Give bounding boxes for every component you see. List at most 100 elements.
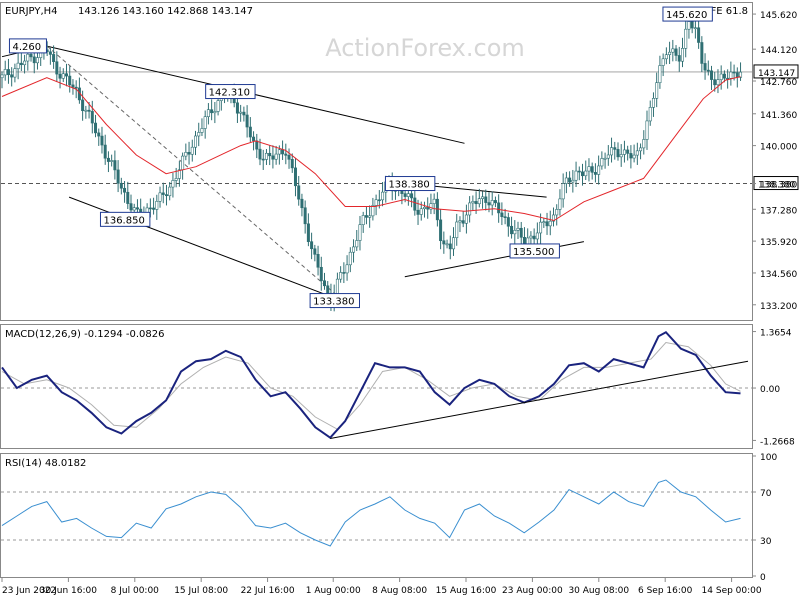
price-level-label-box xyxy=(662,6,713,22)
candle-body xyxy=(261,158,265,161)
candle-body xyxy=(548,220,552,227)
price-level-label-box xyxy=(384,176,436,192)
price-y-tick-label: 144.120 xyxy=(760,46,797,56)
rsi-y-tick-label: 100 xyxy=(760,453,777,463)
candle-body xyxy=(274,153,278,160)
candle-body xyxy=(206,109,210,117)
candle-body xyxy=(155,201,159,210)
watermark: ActionForex.com xyxy=(325,34,525,62)
candle-body xyxy=(584,170,588,177)
candle-body xyxy=(587,166,591,172)
candle-body xyxy=(377,199,381,202)
candle-body xyxy=(74,86,78,89)
candle-body xyxy=(577,170,581,173)
candle-body xyxy=(432,198,436,204)
candle-body xyxy=(342,272,346,274)
candle-body xyxy=(126,191,130,204)
candle-body xyxy=(190,146,194,155)
candle-body xyxy=(626,149,630,154)
candle-body xyxy=(680,48,684,62)
candle-body xyxy=(571,179,575,183)
candle-body xyxy=(348,251,352,266)
candle-body xyxy=(161,192,165,195)
candle-body xyxy=(10,74,14,78)
macd-y-tick-label: -1.2668 xyxy=(760,437,795,447)
candle-body xyxy=(68,75,72,86)
candle-body xyxy=(355,240,359,248)
candle-body xyxy=(664,54,668,60)
x-tick-label: 8 Jul 00:00 xyxy=(111,586,160,596)
candle-body xyxy=(581,171,585,177)
candle-body xyxy=(197,132,201,137)
candle-body xyxy=(148,207,152,210)
candle-body xyxy=(110,160,114,162)
candle-body xyxy=(613,147,617,150)
candle-body xyxy=(713,79,717,86)
candle-body xyxy=(452,237,456,250)
x-tick-label: 23 Jun 2022 xyxy=(2,586,56,596)
candle-body xyxy=(732,71,736,74)
candle-body xyxy=(181,155,185,171)
candle-body xyxy=(545,221,549,227)
candle-body xyxy=(429,203,433,210)
candle-body xyxy=(422,206,426,210)
price-level-label-box xyxy=(205,84,256,100)
candle-body xyxy=(619,154,623,158)
candle-body xyxy=(687,21,691,30)
macd-y-tick-label: 1.3654 xyxy=(760,329,792,339)
price-y-tick-label: 137.280 xyxy=(760,206,797,216)
candle-body xyxy=(216,100,220,112)
rsi-line xyxy=(1,479,741,547)
candle-body xyxy=(87,109,91,112)
price-level-label-box xyxy=(509,243,560,259)
candle-body xyxy=(490,200,494,206)
candle-body xyxy=(597,165,601,175)
rsi-panel-title: RSI(14) 48.0182 xyxy=(5,458,86,469)
candle-body xyxy=(716,79,720,86)
candle-body xyxy=(497,202,501,214)
x-tick-label: 14 Sep 00:00 xyxy=(702,586,762,596)
candle-body xyxy=(177,169,181,179)
candle-body xyxy=(84,109,88,112)
price-level-label-box xyxy=(8,38,47,54)
candle-body xyxy=(616,149,620,158)
candle-body xyxy=(661,58,665,66)
candle-body xyxy=(477,198,481,205)
candle-body xyxy=(65,73,69,77)
candle-body xyxy=(287,155,291,160)
candle-body xyxy=(310,241,314,250)
candle-body xyxy=(235,102,239,114)
candle-body xyxy=(29,53,33,58)
price-trendline xyxy=(46,45,346,303)
candle-body xyxy=(248,126,252,138)
candle-body xyxy=(622,149,626,155)
candle-body xyxy=(551,214,555,222)
rsi-panel: RSI(14) 48.0182 100 70 30 0 xyxy=(0,453,777,583)
candle-body xyxy=(48,51,52,55)
candle-body xyxy=(593,172,597,175)
price-y-tick-label: 145.620 xyxy=(760,11,797,21)
price-level-label-box xyxy=(99,211,151,227)
candle-body xyxy=(690,21,694,29)
candle-body xyxy=(371,205,375,217)
candle-body xyxy=(13,68,17,78)
candle-body xyxy=(358,224,362,241)
candle-body xyxy=(632,154,636,159)
price-ohlc-readout: 143.126 143.160 142.868 143.147 xyxy=(78,6,253,17)
candle-body xyxy=(722,73,726,79)
price-corner-label: FE 61.8 xyxy=(710,6,748,17)
candle-body xyxy=(564,177,568,184)
candle-body xyxy=(700,42,704,64)
candle-body xyxy=(242,111,246,116)
level-price-label: 138.380 xyxy=(758,181,795,191)
candle-body xyxy=(61,73,65,79)
price-level-label: 145.620 xyxy=(666,10,707,21)
last-price-box xyxy=(753,64,799,79)
candle-body xyxy=(697,27,701,43)
candle-body xyxy=(290,159,294,169)
candle-body xyxy=(506,217,510,227)
candle-body xyxy=(719,73,723,81)
price-y-tick-label: 138.380 xyxy=(760,181,797,191)
x-tick-label: 30 Aug 08:00 xyxy=(568,586,629,596)
